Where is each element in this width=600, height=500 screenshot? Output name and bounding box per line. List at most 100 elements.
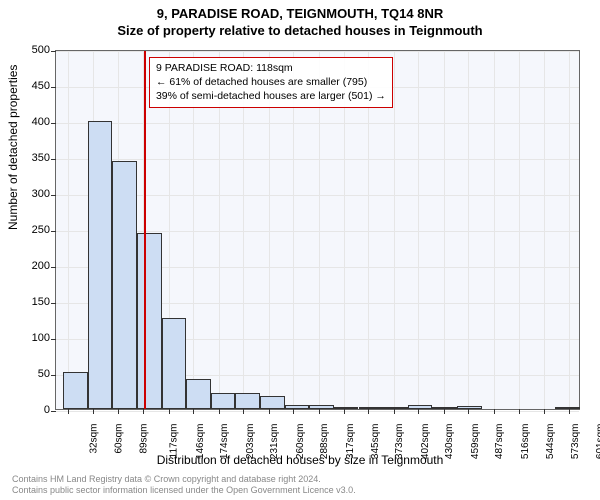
gridline-vertical [519,51,520,409]
histogram-bar [359,407,384,409]
xtick-mark [68,409,69,414]
gridline-horizontal [56,51,579,52]
xtick-label: 203sqm [245,424,256,460]
xtick-mark [418,409,419,414]
histogram-bar [432,407,457,409]
plot-area: 9 PARADISE ROAD: 118sqm← 61% of detached… [55,50,580,410]
histogram-bar [137,233,162,409]
gridline-vertical [394,51,395,409]
xtick-mark [319,409,320,414]
ytick-mark [51,411,56,412]
xtick-label: 430sqm [444,424,455,460]
ytick-label: 150 [32,296,50,308]
xtick-label: 146sqm [195,424,206,460]
xtick-label: 174sqm [219,424,230,460]
gridline-vertical [569,51,570,409]
chart-title-line2: Size of property relative to detached ho… [0,21,600,38]
ytick-mark [51,303,56,304]
xtick-label: 573sqm [570,424,581,460]
xtick-label: 601sqm [595,424,600,460]
ytick-label: 450 [32,80,50,92]
ytick-label: 250 [32,224,50,236]
footer-line1: Contains HM Land Registry data © Crown c… [12,474,356,485]
xtick-mark [143,409,144,414]
xtick-label: 459sqm [470,424,481,460]
xtick-label: 260sqm [295,424,306,460]
ytick-label: 100 [32,332,50,344]
xtick-mark [394,409,395,414]
xtick-label: 32sqm [89,424,100,454]
ytick-label: 500 [32,44,50,56]
ytick-mark [51,87,56,88]
xtick-label: 288sqm [320,424,331,460]
xtick-mark [219,409,220,414]
gridline-vertical [68,51,69,409]
gridline-vertical [544,51,545,409]
chart-title-line1: 9, PARADISE ROAD, TEIGNMOUTH, TQ14 8NR [0,0,600,21]
xtick-mark [519,409,520,414]
annotation-line1: 9 PARADISE ROAD: 118sqm [156,61,386,75]
ytick-mark [51,159,56,160]
xtick-label: 117sqm [168,424,179,459]
xtick-mark [344,409,345,414]
gridline-horizontal [56,123,579,124]
xtick-mark [169,409,170,414]
gridline-horizontal [56,159,579,160]
histogram-bar [88,121,113,409]
ytick-mark [51,195,56,196]
xtick-label: 487sqm [495,424,506,460]
xtick-label: 373sqm [394,424,405,460]
histogram-bar [112,161,137,409]
histogram-bar [235,393,260,409]
histogram-bar [555,407,580,409]
xtick-mark [293,409,294,414]
histogram-bar [285,405,310,409]
gridline-horizontal [56,411,579,412]
annotation-box: 9 PARADISE ROAD: 118sqm← 61% of detached… [149,57,393,108]
histogram-bar [334,407,359,409]
annotation-line3: 39% of semi-detached houses are larger (… [156,89,386,103]
gridline-vertical [468,51,469,409]
xtick-label: 402sqm [420,424,431,460]
ytick-label: 350 [32,152,50,164]
ytick-mark [51,375,56,376]
xtick-label: 317sqm [345,424,356,460]
xtick-mark [494,409,495,414]
footer-line2: Contains public sector information licen… [12,485,356,496]
histogram-bar [211,393,236,409]
xtick-label: 516sqm [520,424,531,460]
histogram-bar [63,372,88,409]
ytick-mark [51,123,56,124]
xtick-label: 60sqm [113,424,124,454]
marker-line [144,51,146,409]
xtick-mark [269,409,270,414]
ytick-label: 200 [32,260,50,272]
xtick-mark [118,409,119,414]
ytick-mark [51,267,56,268]
histogram-bar [309,405,334,409]
gridline-vertical [444,51,445,409]
footer-attribution: Contains HM Land Registry data © Crown c… [12,474,356,497]
xtick-mark [569,409,570,414]
annotation-line2: ← 61% of detached houses are smaller (79… [156,75,386,89]
xtick-label: 231sqm [269,424,280,460]
xtick-mark [444,409,445,414]
histogram-bar [186,379,211,409]
xtick-mark [193,409,194,414]
xtick-mark [243,409,244,414]
ytick-mark [51,51,56,52]
y-axis-label: Number of detached properties [6,65,20,230]
xtick-mark [93,409,94,414]
ytick-mark [51,339,56,340]
gridline-vertical [418,51,419,409]
histogram-bar [260,396,285,409]
xtick-mark [468,409,469,414]
xtick-mark [544,409,545,414]
ytick-mark [51,231,56,232]
xtick-mark [368,409,369,414]
ytick-label: 300 [32,188,50,200]
gridline-vertical [494,51,495,409]
ytick-label: 0 [44,404,50,416]
ytick-label: 50 [38,368,50,380]
xtick-label: 345sqm [370,424,381,460]
